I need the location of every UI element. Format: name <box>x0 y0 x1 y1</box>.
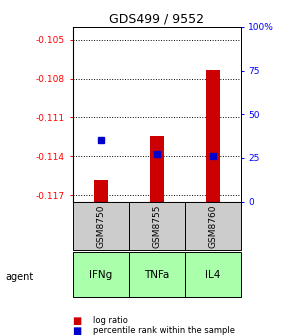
Text: GSM8750: GSM8750 <box>96 204 105 248</box>
Text: log ratio: log ratio <box>93 317 128 325</box>
Text: GSM8760: GSM8760 <box>208 204 217 248</box>
Bar <box>72 252 128 297</box>
Text: IL4: IL4 <box>205 270 220 280</box>
Text: agent: agent <box>6 272 34 282</box>
Text: TNFa: TNFa <box>144 270 169 280</box>
Bar <box>206 70 220 202</box>
Bar <box>93 180 108 202</box>
Bar <box>185 202 241 250</box>
Text: ■: ■ <box>72 316 82 326</box>
Title: GDS499 / 9552: GDS499 / 9552 <box>109 13 204 26</box>
Text: percentile rank within the sample: percentile rank within the sample <box>93 327 235 335</box>
Bar <box>72 202 128 250</box>
Text: ■: ■ <box>72 326 82 336</box>
Bar <box>185 252 241 297</box>
Bar <box>128 202 185 250</box>
Text: GSM8755: GSM8755 <box>152 204 161 248</box>
Bar <box>128 252 185 297</box>
Bar <box>150 136 164 202</box>
Text: IFNg: IFNg <box>89 270 112 280</box>
